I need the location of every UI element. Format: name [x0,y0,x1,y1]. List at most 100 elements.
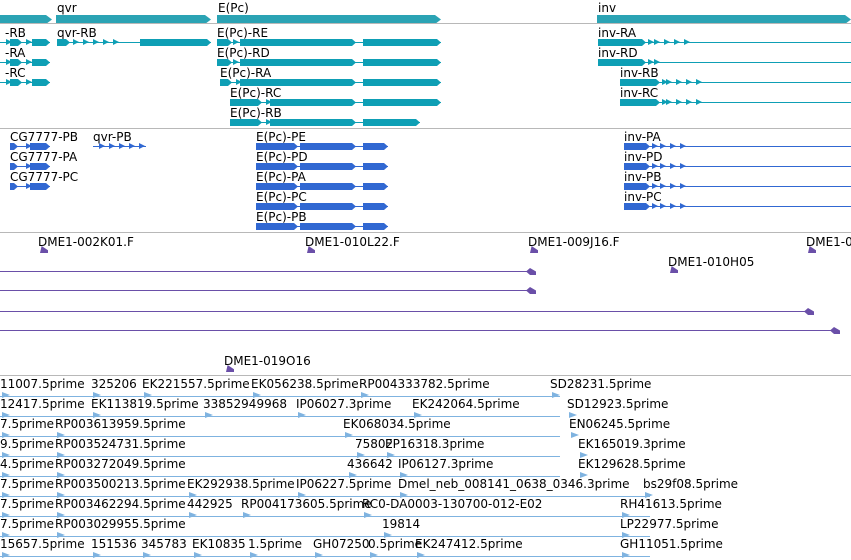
est-label[interactable]: IP06227.5prime [296,477,392,491]
clone-feature[interactable] [808,246,816,253]
clone-alignment[interactable] [0,311,806,312]
est-feature[interactable] [2,532,10,538]
clone-feature[interactable] [226,365,234,372]
est-feature[interactable] [384,532,392,538]
est-feature[interactable] [417,552,425,558]
est-label[interactable]: IP06027.3prime [296,397,392,411]
protein-exon[interactable] [363,163,388,170]
est-feature[interactable] [387,452,395,458]
gene-label[interactable]: inv [598,1,617,15]
transcript-label[interactable]: -RB [5,26,26,40]
est-label[interactable]: 19814 [382,517,421,531]
transcript-exon[interactable] [620,79,660,86]
gene-bar[interactable] [597,15,851,24]
clone-alignment[interactable] [0,330,832,331]
est-feature[interactable] [364,512,372,518]
protein-label[interactable]: E(Pc)-PC [256,190,307,204]
protein-exon[interactable] [30,183,50,190]
est-feature[interactable] [569,412,577,418]
transcript-label[interactable]: inv-RA [598,26,637,40]
transcript-exon[interactable] [598,39,646,46]
est-feature[interactable] [400,472,408,478]
transcript-exon[interactable] [32,79,50,86]
est-feature[interactable] [622,512,630,518]
transcript-label[interactable]: E(Pc)-RD [217,46,270,60]
est-feature[interactable] [370,552,378,558]
est-label[interactable]: 325206 [91,377,137,391]
protein-exon[interactable] [256,203,298,210]
transcript-exon[interactable] [604,59,646,66]
est-feature[interactable] [194,552,202,558]
protein-exon[interactable] [30,163,50,170]
transcript-exon[interactable] [217,39,232,46]
est-label[interactable]: 442925 [187,497,233,511]
clone-label[interactable]: DME1-009J16.F [528,235,620,249]
transcript-exon[interactable] [220,79,232,86]
est-label[interactable]: SD12923.5prime [567,397,669,411]
est-feature[interactable] [93,552,101,558]
clone-alignment[interactable] [0,271,528,272]
est-label[interactable]: EK10835 [192,537,246,551]
est-feature[interactable] [298,412,306,418]
protein-exon[interactable] [624,143,650,150]
protein-exon[interactable] [363,143,388,150]
est-label[interactable]: 1.5prime [248,537,303,551]
est-feature[interactable] [2,492,10,498]
est-feature[interactable] [298,492,306,498]
est-feature[interactable] [552,392,560,398]
est-label[interactable]: 4.5prime [0,457,55,471]
protein-exon[interactable] [256,183,298,190]
est-feature[interactable] [400,492,408,498]
protein-exon[interactable] [363,183,388,190]
transcript-exon[interactable] [10,79,22,86]
est-feature[interactable] [93,412,101,418]
est-feature[interactable] [253,392,261,398]
est-feature[interactable] [2,472,10,478]
protein-exon[interactable] [300,143,356,150]
est-label[interactable]: GH07250 [313,537,370,551]
est-feature[interactable] [2,392,10,398]
gene-label[interactable]: qvr [57,1,77,15]
clone-label[interactable]: DME1-010L22.F [305,235,400,249]
est-feature[interactable] [57,472,65,478]
protein-exon[interactable] [624,163,650,170]
est-label[interactable]: 9.5prime [0,437,55,451]
protein-label[interactable]: CG7777-PB [10,130,79,144]
est-label[interactable]: 345783 [141,537,187,551]
est-feature[interactable] [357,452,365,458]
transcript-exon[interactable] [230,119,262,126]
est-label[interactable]: 33852949968 [203,397,287,411]
est-feature[interactable] [205,412,213,418]
protein-label[interactable]: qvr-PB [93,130,132,144]
est-feature[interactable] [645,492,653,498]
transcript-exon[interactable] [270,99,356,106]
protein-exon[interactable] [10,143,18,150]
transcript-exon[interactable] [270,119,356,126]
est-label[interactable]: GH11051.5prime [620,537,723,551]
transcript-label[interactable]: E(Pc)-RE [217,26,269,40]
est-label[interactable]: 11007.5prime [0,377,85,391]
est-label[interactable]: RC0-DA0003-130700-012-E02 [362,497,543,511]
transcript-label[interactable]: inv-RC [620,86,659,100]
est-feature[interactable] [2,412,10,418]
transcript-exon[interactable] [240,79,356,86]
est-label[interactable]: Dmel_neb_008141_0638_0346.3prime [398,477,630,491]
est-feature[interactable] [2,432,10,438]
protein-label[interactable]: inv-PB [624,170,662,184]
gene-label[interactable]: E(Pc) [218,1,249,15]
est-label[interactable]: 436642 [347,457,393,471]
transcript-label[interactable]: E(Pc)-RA [220,66,272,80]
clone-alignment[interactable] [0,290,528,291]
transcript-exon[interactable] [363,39,441,46]
est-feature[interactable] [143,552,151,558]
est-feature[interactable] [622,552,630,558]
protein-exon[interactable] [256,223,298,230]
est-label[interactable]: EK242064.5prime [412,397,520,411]
est-feature[interactable] [361,392,369,398]
gene-bar[interactable] [56,15,211,24]
transcript-exon[interactable] [217,59,232,66]
transcript-exon[interactable] [363,99,441,106]
transcript-exon[interactable] [363,59,441,66]
est-feature[interactable] [622,532,630,538]
est-label[interactable]: EK129628.5prime [578,457,686,471]
